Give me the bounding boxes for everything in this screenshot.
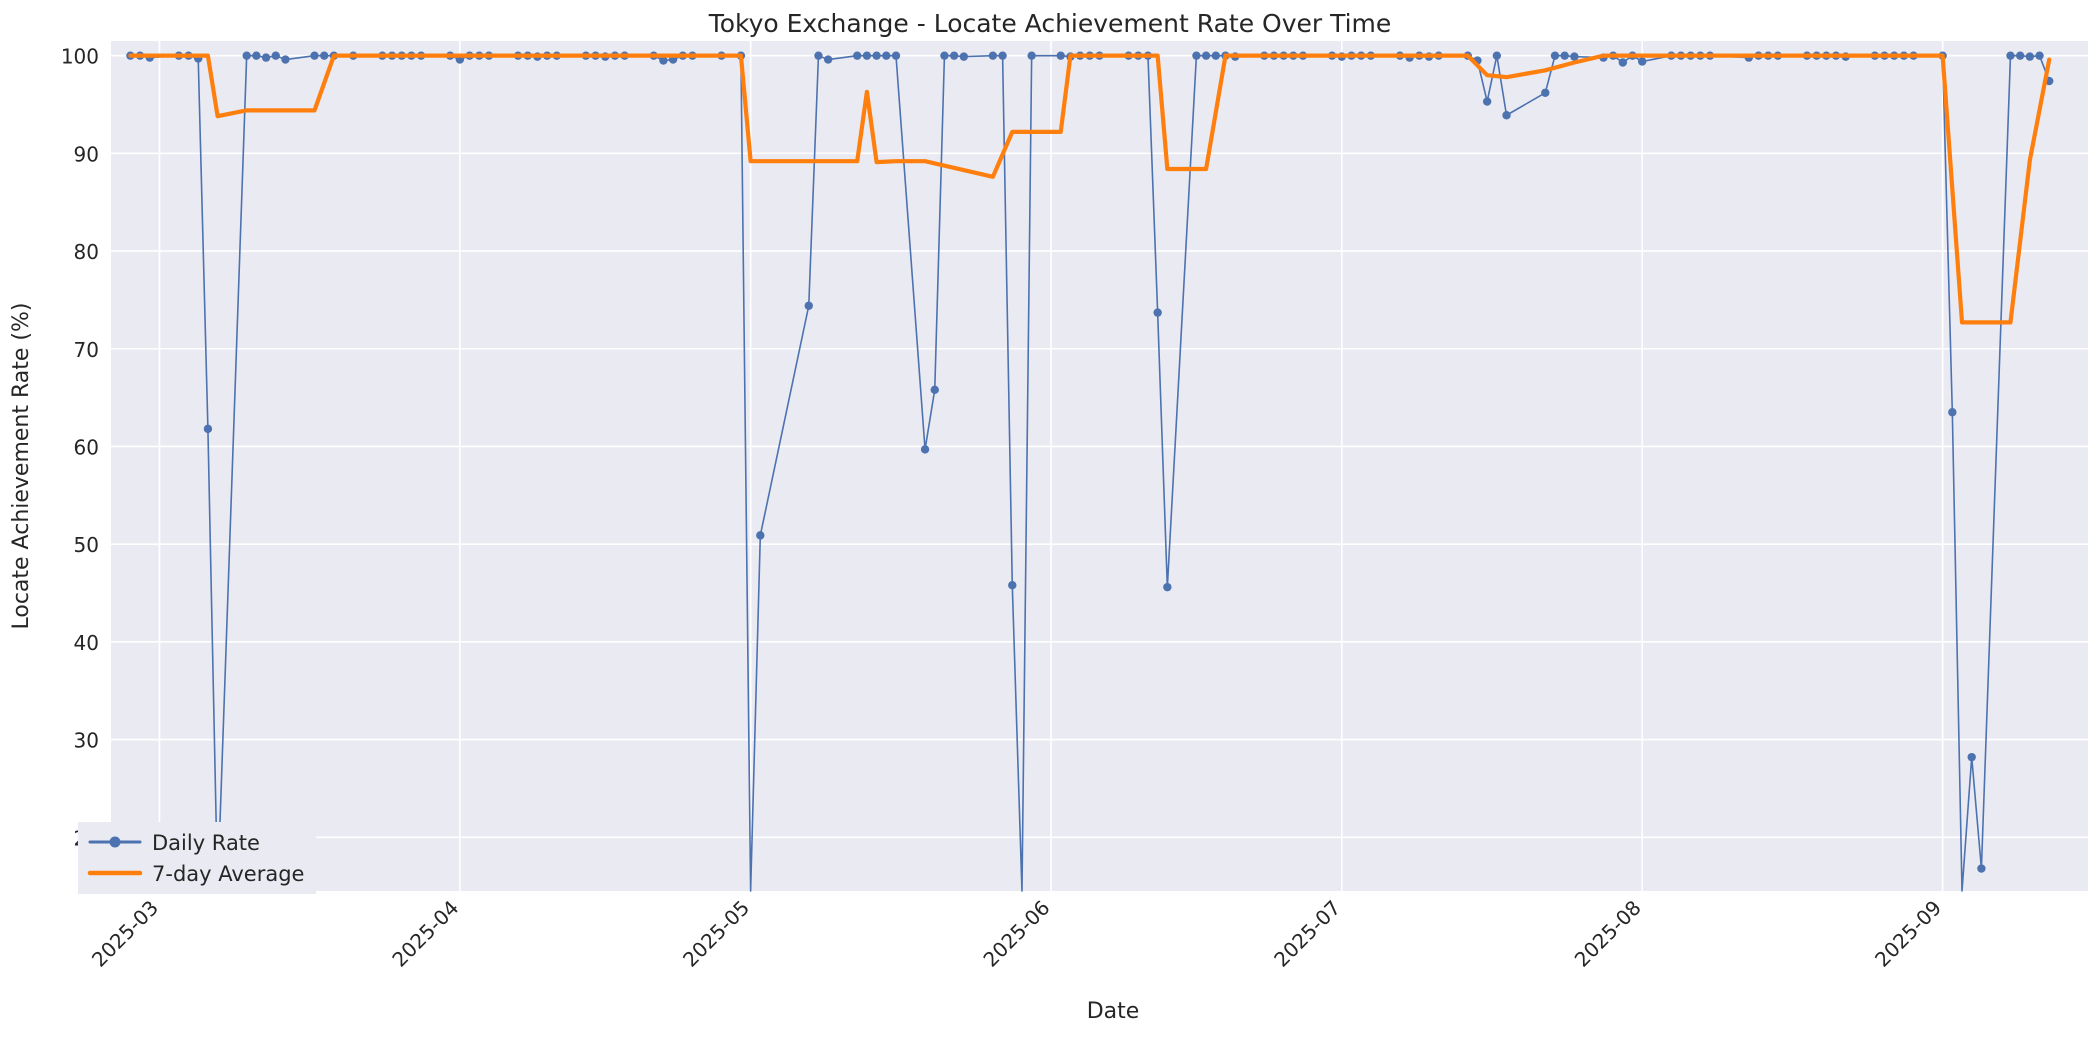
data-point: [959, 52, 969, 61]
data-point: [1492, 51, 1502, 60]
data-point: [814, 51, 823, 60]
data-point: [1163, 582, 1172, 592]
data-point: [1570, 52, 1579, 61]
data-point: [930, 385, 939, 394]
data-point: [882, 51, 891, 60]
data-point: [252, 51, 261, 60]
data-point: [1502, 111, 1511, 120]
data-point: [1948, 408, 1957, 417]
data-point: [271, 51, 280, 60]
data-point: [756, 531, 765, 540]
data-point: [2025, 52, 2035, 61]
data-point: [1192, 51, 1201, 60]
data-series: [126, 51, 2054, 892]
data-point: [823, 55, 833, 64]
data-point: [1977, 864, 1986, 873]
y-tick-label: 60: [74, 435, 99, 459]
data-point: [940, 51, 949, 60]
data-point: [1008, 581, 1017, 590]
data-point: [2006, 51, 2015, 60]
y-tick-label: 100: [61, 45, 99, 69]
data-point: [988, 51, 998, 60]
data-point: [2035, 51, 2044, 60]
data-point: [281, 55, 290, 64]
data-point: [1201, 51, 1211, 60]
legend-background: [78, 822, 316, 894]
data-point: [1967, 752, 1976, 762]
data-point: [1541, 88, 1550, 97]
data-point: [1560, 51, 1569, 60]
data-point: [1153, 308, 1162, 317]
y-tick-label: 80: [74, 240, 99, 264]
y-tick-label: 40: [74, 631, 99, 655]
chart-legend[interactable]: Daily Rate 7-day Average: [78, 822, 316, 894]
data-point: [1482, 97, 1492, 106]
data-point: [203, 424, 213, 434]
y-axis-tick-labels: 2030405060708090100: [61, 45, 99, 851]
data-point: [659, 56, 668, 65]
y-tick-label: 50: [74, 533, 99, 557]
data-point: [862, 51, 872, 60]
series-line: [128, 53, 2052, 325]
data-point: [310, 51, 319, 60]
legend-item-label[interactable]: Daily Rate: [152, 831, 260, 855]
data-point: [998, 51, 1007, 60]
data-point: [872, 51, 881, 60]
y-tick-label: 70: [74, 338, 99, 362]
data-point: [242, 51, 251, 60]
data-point: [2015, 51, 2025, 60]
data-point: [949, 51, 959, 60]
data-point: [261, 53, 271, 62]
chart-title: Tokyo Exchange - Locate Achievement Rate…: [708, 9, 1392, 38]
data-point: [1211, 51, 1220, 60]
data-point: [1618, 58, 1628, 67]
data-point: [804, 301, 813, 310]
plot-area-background: [111, 41, 2088, 891]
data-point: [1027, 51, 1036, 60]
y-tick-label: 30: [74, 729, 99, 753]
y-axis-title: Locate Achievement Rate (%): [9, 302, 34, 629]
data-point: [320, 51, 329, 60]
legend-marker-icon: [109, 836, 121, 848]
data-point: [920, 445, 930, 454]
data-point: [853, 51, 862, 60]
legend-item-label[interactable]: 7-day Average: [152, 862, 304, 886]
y-tick-label: 90: [74, 142, 99, 166]
data-point: [891, 51, 901, 60]
data-point: [1550, 51, 1560, 60]
data-point: [1638, 57, 1647, 66]
data-point: [1056, 51, 1065, 60]
x-axis-title: Date: [1087, 999, 1140, 1024]
